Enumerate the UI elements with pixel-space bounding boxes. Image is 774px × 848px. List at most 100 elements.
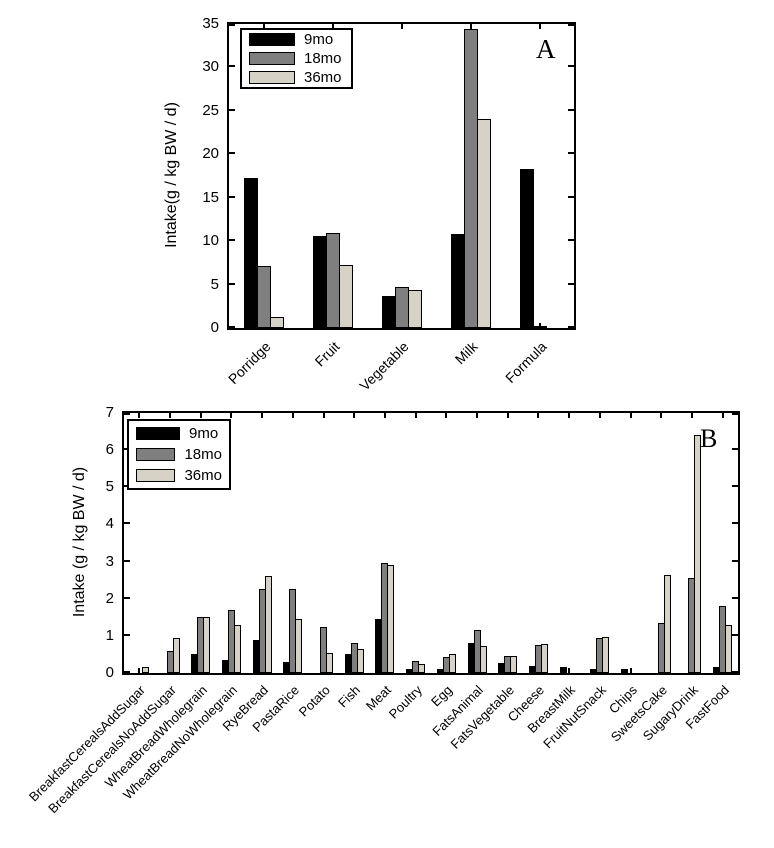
x-tick-top <box>568 413 570 418</box>
x-tick-top <box>332 24 334 29</box>
y-tick-label: 4 <box>105 515 114 532</box>
y-tick-left <box>124 413 130 415</box>
y-tick-label: 30 <box>202 58 219 75</box>
x-tick-top <box>200 413 202 418</box>
bar-36mo-Fish <box>357 649 364 673</box>
x-tick-top <box>539 24 541 29</box>
bar-36mo-FastFood <box>725 625 732 673</box>
y-tick-right <box>732 485 738 487</box>
y-tick-label: 5 <box>105 478 114 495</box>
x-tick-top <box>169 413 171 418</box>
x-tick-top <box>537 413 539 418</box>
y-tick-label: 2 <box>105 590 114 607</box>
legend-row: 36mo <box>249 70 344 85</box>
legend-row: 18mo <box>249 51 344 66</box>
x-tick-top <box>599 413 601 418</box>
y-tick-right <box>732 448 738 450</box>
bar-9mo-BreastMilk <box>560 667 567 673</box>
y-tick-label: 25 <box>202 102 219 119</box>
x-tick-top <box>384 413 386 418</box>
y-tick-right <box>568 65 574 67</box>
y-tick-right <box>568 326 574 328</box>
x-tick-top <box>722 413 724 418</box>
y-tick-label: 1 <box>105 627 114 644</box>
x-tick-bottom <box>630 668 632 673</box>
y-tick-left <box>124 560 130 562</box>
legend-swatch-9mo <box>249 33 295 46</box>
y-tick-left <box>229 239 235 241</box>
y-tick-label: 20 <box>202 145 219 162</box>
bar-9mo-Fruit <box>313 236 327 328</box>
y-tick-label: 3 <box>105 553 114 570</box>
legend-b: 9mo 18mo 36mo <box>127 419 231 490</box>
y-tick-left <box>229 109 235 111</box>
y-tick-left <box>229 196 235 198</box>
y-tick-right <box>568 24 574 26</box>
bar-36mo-RyeBread <box>265 576 272 673</box>
y-tick-label: 6 <box>105 441 114 458</box>
bar-9mo-Vegetable <box>382 296 396 328</box>
bar-9mo-Porridge <box>244 178 258 328</box>
bar-36mo-Meat <box>387 565 394 673</box>
x-tick-top <box>353 413 355 418</box>
legend-label-9mo: 9mo <box>304 31 334 48</box>
legend-label-9mo: 9mo <box>189 425 219 442</box>
bar-36mo-Porridge <box>270 317 284 328</box>
y-tick-label: 7 <box>105 404 114 421</box>
y-tick-right <box>732 413 738 415</box>
x-tick-top <box>230 413 232 418</box>
y-tick-left <box>229 152 235 154</box>
bar-36mo-FatsAnimal <box>480 646 487 673</box>
y-tick-label: 10 <box>202 232 219 249</box>
x-tick-top <box>292 413 294 418</box>
legend-row: 18mo <box>136 447 222 462</box>
plot-area-a <box>227 22 576 330</box>
y-tick-left <box>229 326 235 328</box>
y-tick-left <box>229 24 235 26</box>
legend-swatch-18mo <box>136 448 176 461</box>
x-tick-bottom <box>539 323 541 328</box>
legend-row: 9mo <box>249 32 344 47</box>
y-tick-right <box>568 283 574 285</box>
bar-36mo-Egg <box>449 654 456 673</box>
bar-36mo-Fruit <box>339 265 353 328</box>
legend-a: 9mo 18mo 36mo <box>240 28 353 89</box>
bar-36mo-SugaryDrink <box>694 435 701 673</box>
bar-9mo-Chips <box>621 669 628 673</box>
y-tick-right <box>568 109 574 111</box>
bar-36mo-Potato <box>326 653 333 673</box>
x-tick-bottom <box>138 668 140 673</box>
y-tick-left <box>124 597 130 599</box>
legend-swatch-36mo <box>249 71 295 84</box>
x-tick-top <box>138 413 140 418</box>
y-tick-label: 15 <box>202 189 219 206</box>
bar-9mo-Formula <box>520 169 534 328</box>
x-tick-top <box>630 413 632 418</box>
y-tick-left <box>229 65 235 67</box>
x-tick-top <box>323 413 325 418</box>
bar-9mo-Milk <box>451 234 465 328</box>
y-tick-right <box>732 671 738 673</box>
bar-18mo-Milk <box>464 29 478 328</box>
x-tick-top <box>470 24 472 29</box>
y-tick-left <box>124 522 130 524</box>
bar-36mo-BreakfastCerealsAddSugar <box>142 667 149 673</box>
bar-36mo-PastaRice <box>295 619 302 673</box>
x-tick-top <box>691 413 693 418</box>
x-tick-bottom <box>568 668 570 673</box>
legend-swatch-18mo <box>249 52 295 65</box>
x-tick-top <box>263 24 265 29</box>
legend-label-18mo: 18mo <box>304 50 342 67</box>
y-tick-left <box>229 283 235 285</box>
y-tick-right <box>732 597 738 599</box>
y-tick-label: 0 <box>210 319 219 336</box>
y-tick-right <box>568 152 574 154</box>
bar-36mo-Vegetable <box>408 290 422 328</box>
bar-36mo-Poultry <box>418 664 425 673</box>
y-tick-right <box>568 196 574 198</box>
legend-swatch-9mo <box>136 427 180 440</box>
bar-18mo-Potato <box>320 627 327 673</box>
bar-36mo-BreakfastCerealsNoAddSugar <box>173 638 180 673</box>
bar-36mo-WheatBreadNoWholegrain <box>234 625 241 673</box>
